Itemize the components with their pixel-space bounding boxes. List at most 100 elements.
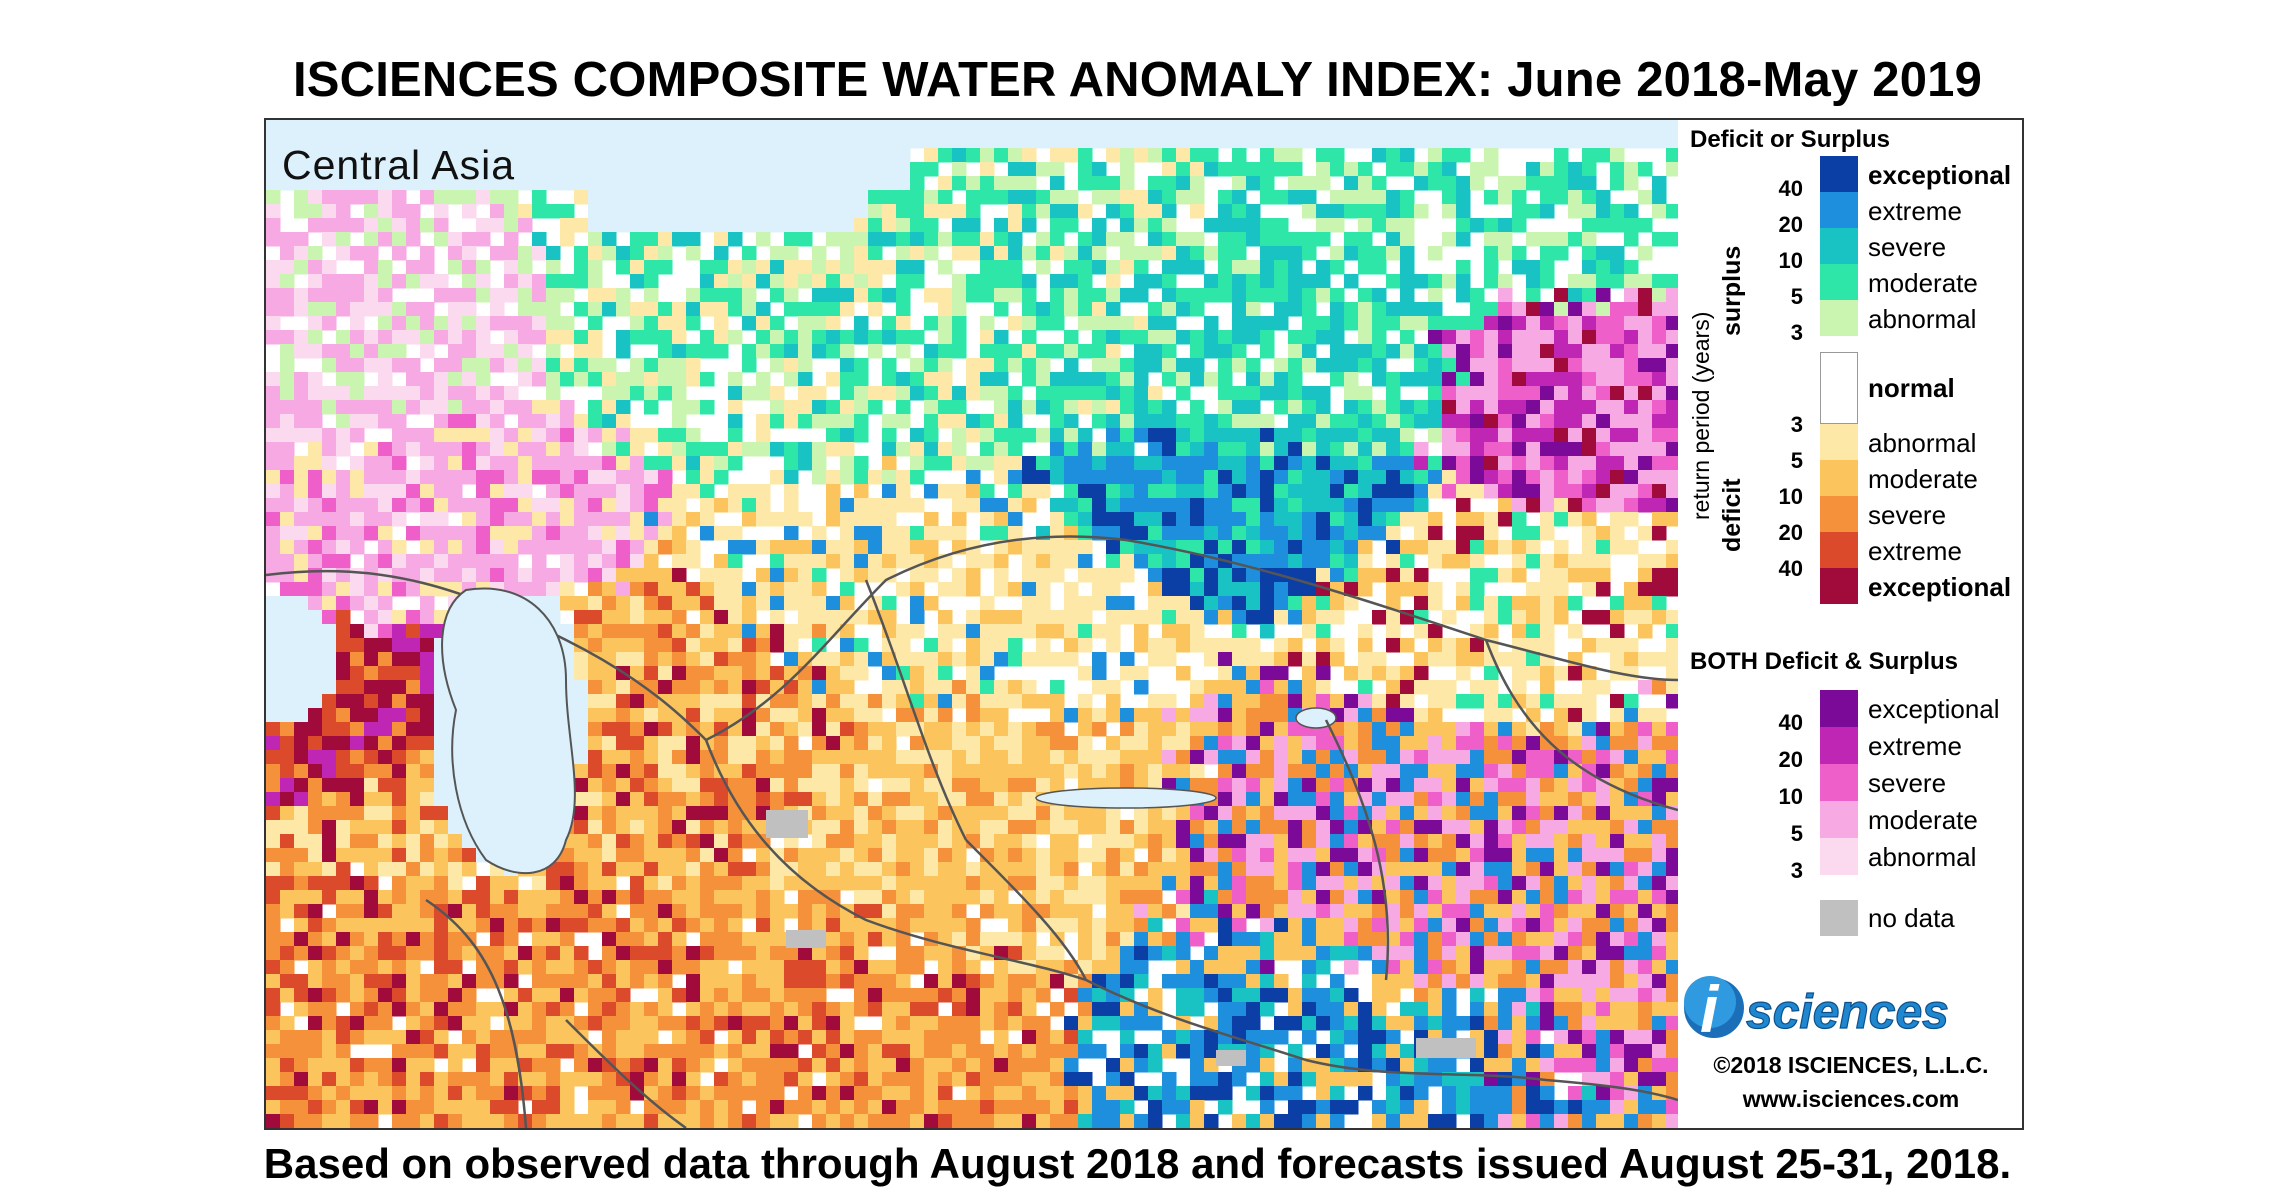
map-cell <box>980 428 995 443</box>
map-cell <box>616 428 631 443</box>
map-cell <box>350 624 365 639</box>
map-cell <box>1288 190 1303 205</box>
map-cell <box>1302 470 1317 485</box>
map-cell <box>1456 596 1471 611</box>
map-cell <box>462 344 477 359</box>
map-cell <box>406 498 421 513</box>
map-cell <box>378 162 393 177</box>
map-cell <box>784 414 799 429</box>
map-cell <box>1456 218 1471 233</box>
map-cell <box>350 806 365 821</box>
map-cell <box>812 400 827 415</box>
map-cell <box>266 722 281 737</box>
map-cell <box>476 190 491 205</box>
map-cell <box>1106 624 1121 639</box>
map-cell <box>1176 596 1191 611</box>
map-cell <box>518 540 533 555</box>
map-cell <box>1428 162 1443 177</box>
map-cell <box>784 568 799 583</box>
map-cell <box>1596 470 1611 485</box>
map-cell <box>280 484 295 499</box>
map-cell <box>952 722 967 737</box>
map-cell <box>1344 498 1359 513</box>
map-cell <box>546 470 561 485</box>
map-cell <box>1022 792 1037 807</box>
map-cell <box>1428 638 1443 653</box>
map-cell <box>686 246 701 261</box>
map-cell <box>588 484 603 499</box>
map-cell <box>854 386 869 401</box>
map-cell <box>686 554 701 569</box>
map-cell <box>1540 764 1555 779</box>
map-cell <box>560 582 575 597</box>
map-cell <box>1120 330 1135 345</box>
map-cell <box>994 386 1009 401</box>
map-cell <box>658 246 673 261</box>
map-cell <box>882 204 897 219</box>
map-cell <box>462 274 477 289</box>
map-cell <box>1610 708 1625 723</box>
map-cell <box>1400 484 1415 499</box>
map-cell <box>1274 862 1289 877</box>
map-cell <box>1288 526 1303 541</box>
map-cell <box>350 792 365 807</box>
map-cell <box>1358 428 1373 443</box>
map-cell <box>490 162 505 177</box>
map-cell <box>686 694 701 709</box>
map-cell <box>490 428 505 443</box>
map-cell <box>1638 736 1653 751</box>
map-cell <box>420 666 435 681</box>
map-cell <box>1582 722 1597 737</box>
map-cell <box>588 400 603 415</box>
map-cell <box>588 316 603 331</box>
map-cell <box>266 176 281 191</box>
map-cell <box>1246 358 1261 373</box>
map-cell <box>882 876 897 891</box>
map-cell <box>686 316 701 331</box>
map-cell <box>1316 876 1331 891</box>
map-cell <box>1554 596 1569 611</box>
map-cell <box>420 652 435 667</box>
map-cell <box>1064 624 1079 639</box>
map-cell <box>882 120 897 135</box>
map-cell <box>574 904 589 919</box>
anomaly-map[interactable]: Central Asia <box>266 120 1678 1128</box>
map-cell <box>462 120 477 135</box>
map-cell <box>588 624 603 639</box>
map-cell <box>1386 400 1401 415</box>
map-cell <box>924 722 939 737</box>
map-cell <box>1302 428 1317 443</box>
map-cell <box>882 232 897 247</box>
map-cell <box>644 750 659 765</box>
map-cell <box>420 610 435 625</box>
map-cell <box>1190 134 1205 149</box>
map-cell <box>1652 372 1667 387</box>
map-cell <box>1092 470 1107 485</box>
map-cell <box>1414 204 1429 219</box>
map-cell <box>658 470 673 485</box>
map-cell <box>1274 218 1289 233</box>
map-cell <box>728 456 743 471</box>
map-cell <box>378 218 393 233</box>
map-cell <box>462 190 477 205</box>
map-cell <box>350 218 365 233</box>
map-cell <box>896 890 911 905</box>
map-cell <box>1148 568 1163 583</box>
map-cell <box>686 120 701 135</box>
map-cell <box>1078 288 1093 303</box>
map-cell <box>1386 876 1401 891</box>
map-cell <box>364 806 379 821</box>
map-cell <box>686 470 701 485</box>
map-cell <box>1484 330 1499 345</box>
map-cell <box>1498 512 1513 527</box>
map-cell <box>406 204 421 219</box>
map-cell <box>1344 792 1359 807</box>
map-cell <box>1540 638 1555 653</box>
map-cell <box>700 834 715 849</box>
map-cell <box>812 288 827 303</box>
map-cell <box>1078 302 1093 317</box>
map-cell <box>826 750 841 765</box>
map-cell <box>630 120 645 135</box>
map-cell <box>812 596 827 611</box>
map-cell <box>882 736 897 751</box>
